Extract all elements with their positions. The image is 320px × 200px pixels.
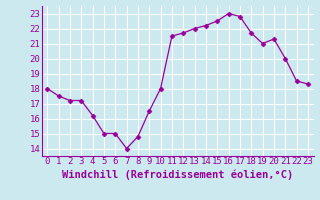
X-axis label: Windchill (Refroidissement éolien,°C): Windchill (Refroidissement éolien,°C) bbox=[62, 169, 293, 180]
